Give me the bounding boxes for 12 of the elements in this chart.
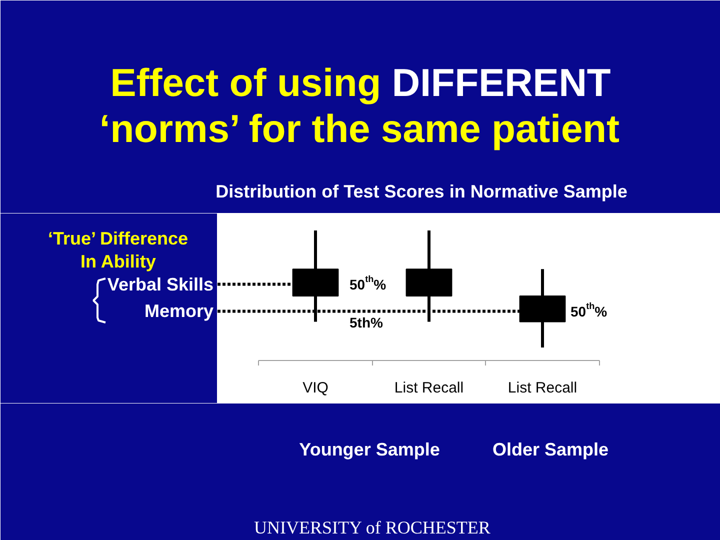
text: UNIVERSITY of ROCHESTER [254,518,490,538]
x-tick-label: List Recall [394,380,464,396]
ref-line-label: Verbal Skills [107,274,214,294]
chart-title: Effect of using DIFFERENT ‘norms’ for the same patient [99,62,620,151]
chart-subtitle: Distribution of Test Scores in Normative Sample [216,182,628,202]
text: Younger Sample [299,440,440,460]
x-tick-label: VIQ [302,380,328,396]
text: Older Sample [492,440,609,460]
x-tick-label: List Recall [508,380,578,396]
text: ‘True’ Difference In Ability [48,228,188,272]
annotation: 5th% [350,314,384,330]
ref-line-label: Memory [144,301,214,322]
